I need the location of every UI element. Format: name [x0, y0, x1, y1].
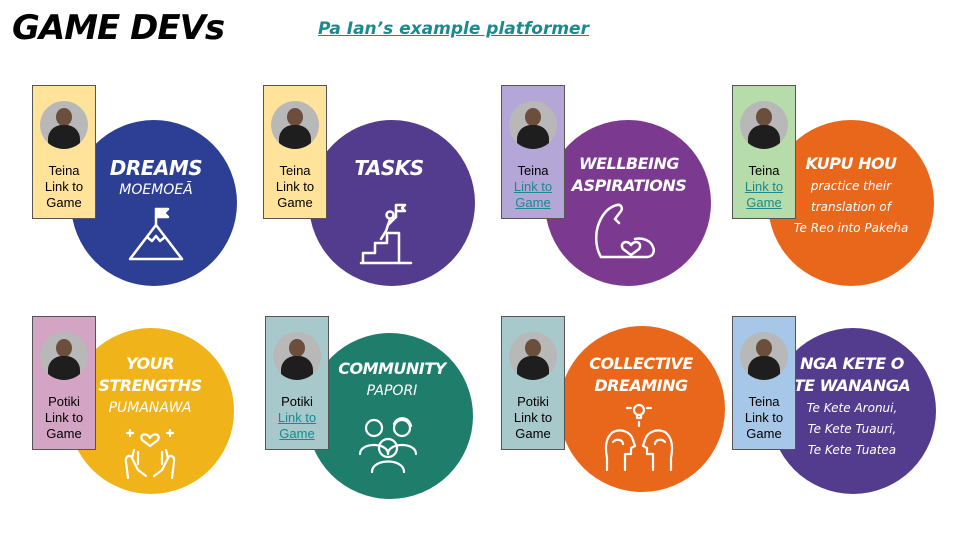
- dev-card-2: Teina Link to Game: [263, 85, 327, 219]
- strengths-subheading: PUMANAWA: [108, 400, 192, 416]
- game-link-text: Link to: [275, 179, 315, 194]
- dev-card-7: Potiki Link to Game: [501, 316, 565, 450]
- tasks-circle: [309, 120, 475, 286]
- strengths-heading-line2: STRENGTHS: [98, 376, 202, 395]
- role-label: Teina: [748, 163, 780, 178]
- tile-wellbeing: WELLBEING ASPIRATIONS Teina Link to Game: [501, 85, 741, 305]
- game-link[interactable]: Link to: [744, 179, 784, 194]
- people-group-icon: [358, 417, 418, 474]
- tile-community: COMMUNITY PAPORI Potiki Link to Game: [265, 316, 505, 536]
- flexed-arm-heart-icon: [595, 203, 655, 259]
- game-link-text: Link to: [44, 179, 84, 194]
- example-platformer-link[interactable]: Pa Ian’s example platformer: [318, 19, 589, 39]
- wellbeing-heading-line2: ASPIRATIONS: [571, 176, 687, 195]
- game-link-text: Game: [277, 195, 313, 210]
- role-label: Teina: [279, 163, 311, 178]
- tile-dreams: DREAMS MOEMOEĀ Teina Link to Game: [32, 85, 272, 305]
- game-link-text: Game: [515, 426, 551, 441]
- avatar: [740, 332, 788, 380]
- avatar: [273, 332, 321, 380]
- game-link[interactable]: Game: [746, 195, 782, 210]
- wellbeing-circle: [545, 120, 711, 286]
- community-circle: [307, 333, 473, 499]
- game-link-text: Game: [46, 426, 82, 441]
- dev-card-1: Teina Link to Game: [32, 85, 96, 219]
- game-link[interactable]: Link to: [277, 410, 317, 425]
- game-link-text: Link to: [44, 410, 84, 425]
- nga-kete-circle: [770, 328, 936, 494]
- game-link-text: Link to: [513, 410, 553, 425]
- tile-your-strengths: YOUR STRENGTHS PUMANAWA Potiki Link to G…: [32, 316, 272, 536]
- page-title: GAME DEVs: [12, 8, 225, 48]
- community-heading: COMMUNITY: [338, 359, 446, 378]
- avatar: [509, 332, 557, 380]
- dev-card-6: Potiki Link to Game: [265, 316, 329, 450]
- kupu-hou-desc-line2: translation of: [811, 200, 891, 214]
- hands-heart-icon: [124, 428, 176, 480]
- tile-tasks: TASKS Teina Link to Game: [263, 85, 503, 305]
- wellbeing-heading-line1: WELLBEING: [578, 154, 680, 173]
- collective-heading-line1: COLLECTIVE: [589, 354, 693, 373]
- two-heads-idea-icon: [604, 403, 674, 472]
- avatar: [271, 101, 319, 149]
- kupu-hou-desc-line3: Te Reo into Pakeha: [793, 221, 909, 235]
- game-link-text: Game: [746, 426, 782, 441]
- role-label: Potiki: [517, 394, 549, 409]
- nga-kete-desc-line2: Te Kete Tuauri,: [807, 422, 897, 436]
- collective-circle: [559, 326, 725, 492]
- nga-kete-desc-line3: Te Kete Tuatea: [807, 443, 897, 457]
- game-link-text: Game: [46, 195, 82, 210]
- avatar: [740, 101, 788, 149]
- tile-kupu-hou: KUPU HOU practice their translation of T…: [732, 85, 960, 305]
- nga-kete-desc-line1: Te Kete Aronui,: [806, 401, 898, 415]
- role-label: Potiki: [281, 394, 313, 409]
- kupu-hou-desc-line1: practice their: [810, 179, 892, 193]
- tile-collective-dreaming: COLLECTIVE DREAMING Potiki Link to Game: [501, 316, 741, 536]
- dev-card-8: Teina Link to Game: [732, 316, 796, 450]
- tile-nga-kete: NGA KETE O TE WANANGA Te Kete Aronui, Te…: [732, 316, 960, 536]
- nga-kete-heading-line1: NGA KETE O: [800, 354, 904, 373]
- collective-heading-line2: DREAMING: [594, 376, 688, 395]
- game-link[interactable]: Game: [515, 195, 551, 210]
- community-subheading: PAPORI: [366, 383, 418, 399]
- dev-card-4: Teina Link to Game: [732, 85, 796, 219]
- strengths-heading-line1: YOUR: [126, 354, 174, 373]
- role-label: Teina: [48, 163, 80, 178]
- dev-card-3: Teina Link to Game: [501, 85, 565, 219]
- game-link[interactable]: Game: [279, 426, 315, 441]
- role-label: Teina: [748, 394, 780, 409]
- role-label: Potiki: [48, 394, 80, 409]
- dreams-heading: DREAMS: [109, 156, 203, 180]
- nga-kete-heading-line2: TE WANANGA: [793, 376, 911, 395]
- avatar: [40, 101, 88, 149]
- kupu-hou-heading: KUPU HOU: [805, 154, 897, 173]
- climbing-steps-icon: [359, 203, 413, 265]
- avatar: [40, 332, 88, 380]
- tasks-heading: TASKS: [354, 156, 424, 180]
- role-label: Teina: [517, 163, 549, 178]
- mountain-flag-icon: [128, 207, 184, 261]
- avatar: [509, 101, 557, 149]
- dreams-subheading: MOEMOEĀ: [119, 182, 193, 198]
- game-link-text: Link to: [744, 410, 784, 425]
- game-link[interactable]: Link to: [513, 179, 553, 194]
- dev-card-5: Potiki Link to Game: [32, 316, 96, 450]
